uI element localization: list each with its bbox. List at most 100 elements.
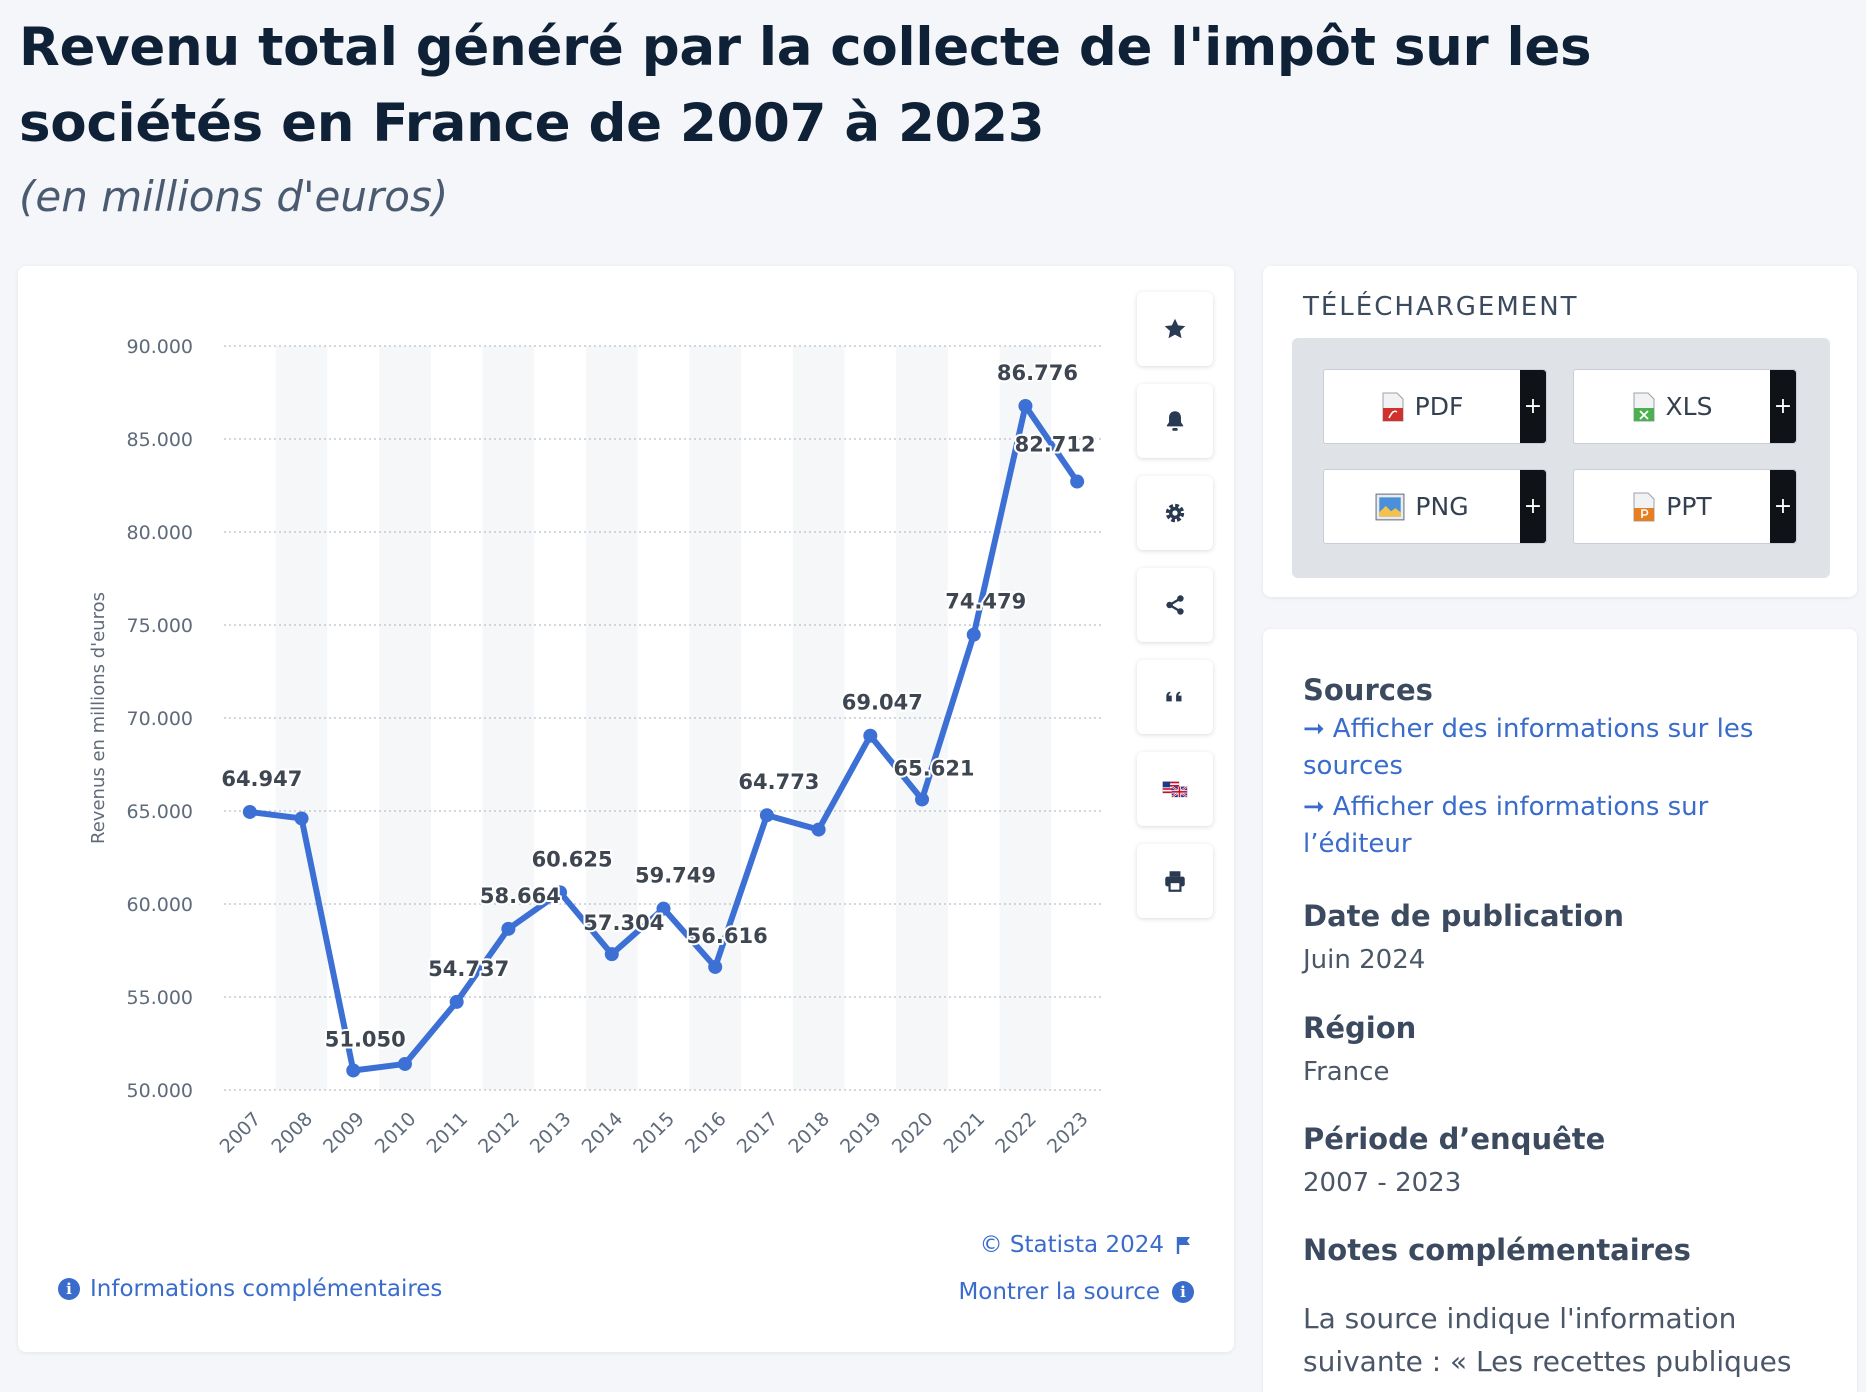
ppt-plus[interactable]: +: [1770, 470, 1796, 543]
y-tick-label: 80.000: [127, 522, 193, 544]
xls-file-icon: [1633, 392, 1655, 421]
data-point: [501, 921, 516, 936]
statista-credit[interactable]: © Statista 2024: [980, 1232, 1192, 1258]
download-card: TÉLÉCHARGEMENT PDF + XLS + PNG +: [1263, 266, 1857, 597]
x-tick-label: 2013: [526, 1108, 576, 1158]
data-point: [811, 822, 826, 837]
x-tick-label: 2011: [422, 1108, 472, 1158]
data-label: 65.621: [894, 756, 975, 780]
download-pdf-button[interactable]: PDF +: [1323, 369, 1547, 444]
data-point: [966, 627, 981, 642]
x-tick-label: 2009: [319, 1108, 369, 1158]
more-info-text: Informations complémentaires: [90, 1276, 443, 1302]
print-button[interactable]: [1137, 844, 1213, 918]
download-png-button[interactable]: PNG +: [1323, 469, 1547, 544]
xls-label: XLS: [1665, 392, 1713, 421]
x-tick-label: 2019: [836, 1108, 886, 1158]
data-label: 56.616: [687, 924, 768, 948]
y-tick-label: 55.000: [127, 987, 193, 1009]
data-label: 82.712: [1015, 433, 1096, 457]
share-button[interactable]: [1137, 568, 1213, 642]
publication-section: Date de publication Juin 2024: [1303, 899, 1823, 975]
notes-text: La source indique l'information suivante…: [1303, 1302, 1792, 1378]
more-info-link[interactable]: i Informations complémentaires: [58, 1276, 442, 1302]
x-tick-label: 2010: [371, 1108, 421, 1158]
ppt-file-icon: [1633, 492, 1655, 521]
data-point: [863, 728, 878, 743]
y-tick-label: 60.000: [127, 894, 193, 916]
series-line: [246, 402, 1081, 1074]
x-tick-label: 2007: [216, 1108, 266, 1158]
x-tick-label: 2016: [681, 1108, 731, 1158]
chart-card: 50.000 55.000 60.000 65.000 70.000 75.000 80.0…: [18, 266, 1234, 1352]
y-tick-label: 70.000: [127, 708, 193, 730]
y-tick-label: 85.000: [127, 429, 193, 451]
png-label: PNG: [1415, 492, 1469, 521]
x-tick-label: 2023: [1043, 1108, 1093, 1158]
period-heading: Période d’enquête: [1303, 1122, 1606, 1156]
x-tick-label: 2021: [940, 1108, 990, 1158]
publication-heading: Date de publication: [1303, 899, 1624, 933]
info-icon: i: [58, 1278, 80, 1300]
data-label: 64.773: [738, 770, 819, 794]
data-point: [708, 959, 723, 974]
publisher-link[interactable]: ➞ Afficher des informations sur l’éditeur: [1303, 789, 1823, 863]
arrow-right-icon: ➞: [1303, 714, 1325, 744]
data-label: 57.304: [583, 911, 664, 935]
notification-button[interactable]: [1137, 384, 1213, 458]
region-heading: Région: [1303, 1011, 1417, 1045]
period-value: 2007 - 2023: [1303, 1168, 1462, 1198]
download-xls-button[interactable]: XLS +: [1573, 369, 1797, 444]
star-icon: [1164, 318, 1186, 339]
y-tick-label: 90.000: [127, 336, 193, 358]
quote-icon: [1166, 691, 1182, 702]
y-tick-label: 50.000: [127, 1080, 193, 1102]
publication-value: Juin 2024: [1303, 945, 1426, 975]
data-point: [759, 808, 774, 823]
data-point: [553, 885, 568, 900]
favorite-button[interactable]: [1137, 292, 1213, 366]
data-label: 69.047: [842, 691, 923, 715]
x-tick-label: 2008: [267, 1108, 317, 1158]
xls-plus[interactable]: +: [1770, 370, 1796, 443]
settings-button[interactable]: [1137, 476, 1213, 550]
pdf-plus[interactable]: +: [1520, 370, 1546, 443]
data-label: 59.749: [635, 864, 716, 888]
x-tick-label: 2022: [991, 1108, 1041, 1158]
ppt-label: PPT: [1666, 492, 1712, 521]
page-subtitle: (en millions d'euros): [19, 172, 449, 221]
cite-button[interactable]: [1137, 660, 1213, 734]
x-tick-label: 2015: [629, 1108, 679, 1158]
sources-link-text: Afficher des informations sur les source…: [1303, 714, 1754, 781]
credit-text: © Statista 2024: [979, 1232, 1164, 1258]
data-point: [604, 947, 619, 962]
data-point: [1018, 398, 1033, 413]
data-label: 51.050: [325, 1027, 406, 1051]
download-ppt-button[interactable]: PPT +: [1573, 469, 1797, 544]
x-tick-label: 2012: [474, 1108, 524, 1158]
info-icon: i: [1172, 1281, 1194, 1303]
region-section: Région France: [1303, 1011, 1823, 1087]
show-source-link[interactable]: Montrer la source i: [958, 1279, 1194, 1305]
language-button[interactable]: [1137, 752, 1213, 826]
data-label: 60.625: [532, 847, 613, 871]
info-card: Sources ➞ Afficher des informations sur l…: [1263, 629, 1857, 1392]
data-label: 86.776: [997, 361, 1078, 385]
publisher-link-text: Afficher des informations sur l’éditeur: [1303, 792, 1709, 859]
region-value: France: [1303, 1057, 1390, 1087]
notes-heading: Notes complémentaires: [1303, 1233, 1691, 1267]
y-axis-title: Revenus en millions d'euros: [88, 592, 109, 844]
x-tick-label: 2018: [784, 1108, 834, 1158]
line-chart: 50.000 55.000 60.000 65.000 70.000 75.000 80.0…: [88, 336, 1103, 1158]
gear-icon: [1165, 503, 1185, 523]
period-section: Période d’enquête 2007 - 2023: [1303, 1122, 1823, 1198]
notes-section: Notes complémentaires La source indique …: [1303, 1233, 1823, 1383]
x-tick-label: 2014: [578, 1108, 628, 1158]
data-point: [915, 792, 930, 807]
png-plus[interactable]: +: [1520, 470, 1546, 543]
flag-icon: [1176, 1237, 1190, 1254]
sources-link[interactable]: ➞ Afficher des informations sur les sourc…: [1303, 711, 1823, 785]
flag-us-uk-icon: [1162, 781, 1188, 798]
data-point: [346, 1063, 361, 1078]
download-heading: TÉLÉCHARGEMENT: [1303, 292, 1579, 322]
